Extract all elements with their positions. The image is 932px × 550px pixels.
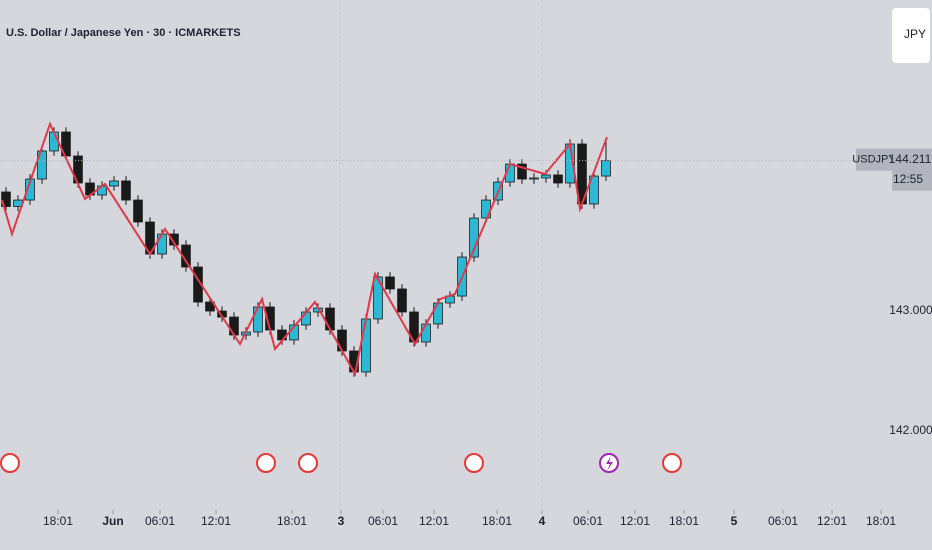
candle-body (361, 318, 371, 373)
x-tick-label: 3 (338, 514, 345, 528)
candle-body (385, 276, 395, 290)
candle-body (397, 288, 407, 313)
x-tick-label: 5 (731, 514, 738, 528)
x-tick-label: 06:01 (368, 514, 398, 528)
candle-body (517, 163, 527, 180)
price-tag-bg (892, 148, 932, 191)
candle-body (253, 306, 263, 333)
symbol-tag: USDJPY (852, 154, 896, 166)
event-icon[interactable] (662, 453, 682, 473)
candle-body (589, 175, 599, 205)
candle-body (529, 177, 539, 180)
x-tick-label: 12:01 (620, 514, 650, 528)
x-tick-label: 18:01 (866, 514, 896, 528)
candle-body (553, 174, 563, 184)
button-bg[interactable] (892, 8, 930, 63)
x-tick-label: 18:01 (669, 514, 699, 528)
candle-body (133, 199, 143, 223)
candle-body (121, 180, 131, 201)
x-tick-label: 06:01 (573, 514, 603, 528)
symbol-tag-bg (856, 148, 892, 171)
x-tick-label: 12:01 (817, 514, 847, 528)
countdown: 12:55 (893, 172, 923, 186)
candle-body (109, 180, 119, 187)
candle-body (157, 233, 167, 255)
x-tick-label: 06:01 (768, 514, 798, 528)
candle-body (325, 307, 335, 331)
candle-body (37, 150, 47, 180)
chart-title: U.S. Dollar / Japanese Yen · 30 · ICMARK… (6, 27, 241, 39)
candle-body (373, 276, 383, 320)
x-tick-label: 18:01 (43, 514, 73, 528)
x-tick-label: 12:01 (201, 514, 231, 528)
candle-body (601, 160, 611, 177)
lightning (606, 456, 613, 471)
event-icon[interactable] (0, 453, 20, 473)
button-label[interactable]: JPY (904, 27, 926, 41)
y-tick-label: 142.000 (889, 423, 932, 437)
event-icon[interactable] (256, 453, 276, 473)
x-tick-label: 18:01 (482, 514, 512, 528)
event-icon[interactable] (298, 453, 318, 473)
event-icon[interactable] (464, 453, 484, 473)
zigzag-line (1, 121, 608, 377)
candle-body (229, 316, 239, 336)
event-icons (0, 453, 682, 473)
x-tick-label: 18:01 (277, 514, 307, 528)
candle-body (421, 323, 431, 343)
y-tick-label: 143.000 (889, 303, 932, 317)
price-tag: 144.211 (889, 152, 932, 166)
candle-body (1, 191, 11, 207)
candle-body (337, 329, 347, 352)
x-tick-label: 06:01 (145, 514, 175, 528)
candle-body (541, 174, 551, 179)
x-tick-label: 4 (539, 514, 546, 528)
x-tick-label: Jun (102, 514, 123, 528)
x-tick-label: 12:01 (419, 514, 449, 528)
currency-button[interactable]: JPY (892, 8, 930, 63)
candle-body (169, 233, 179, 246)
